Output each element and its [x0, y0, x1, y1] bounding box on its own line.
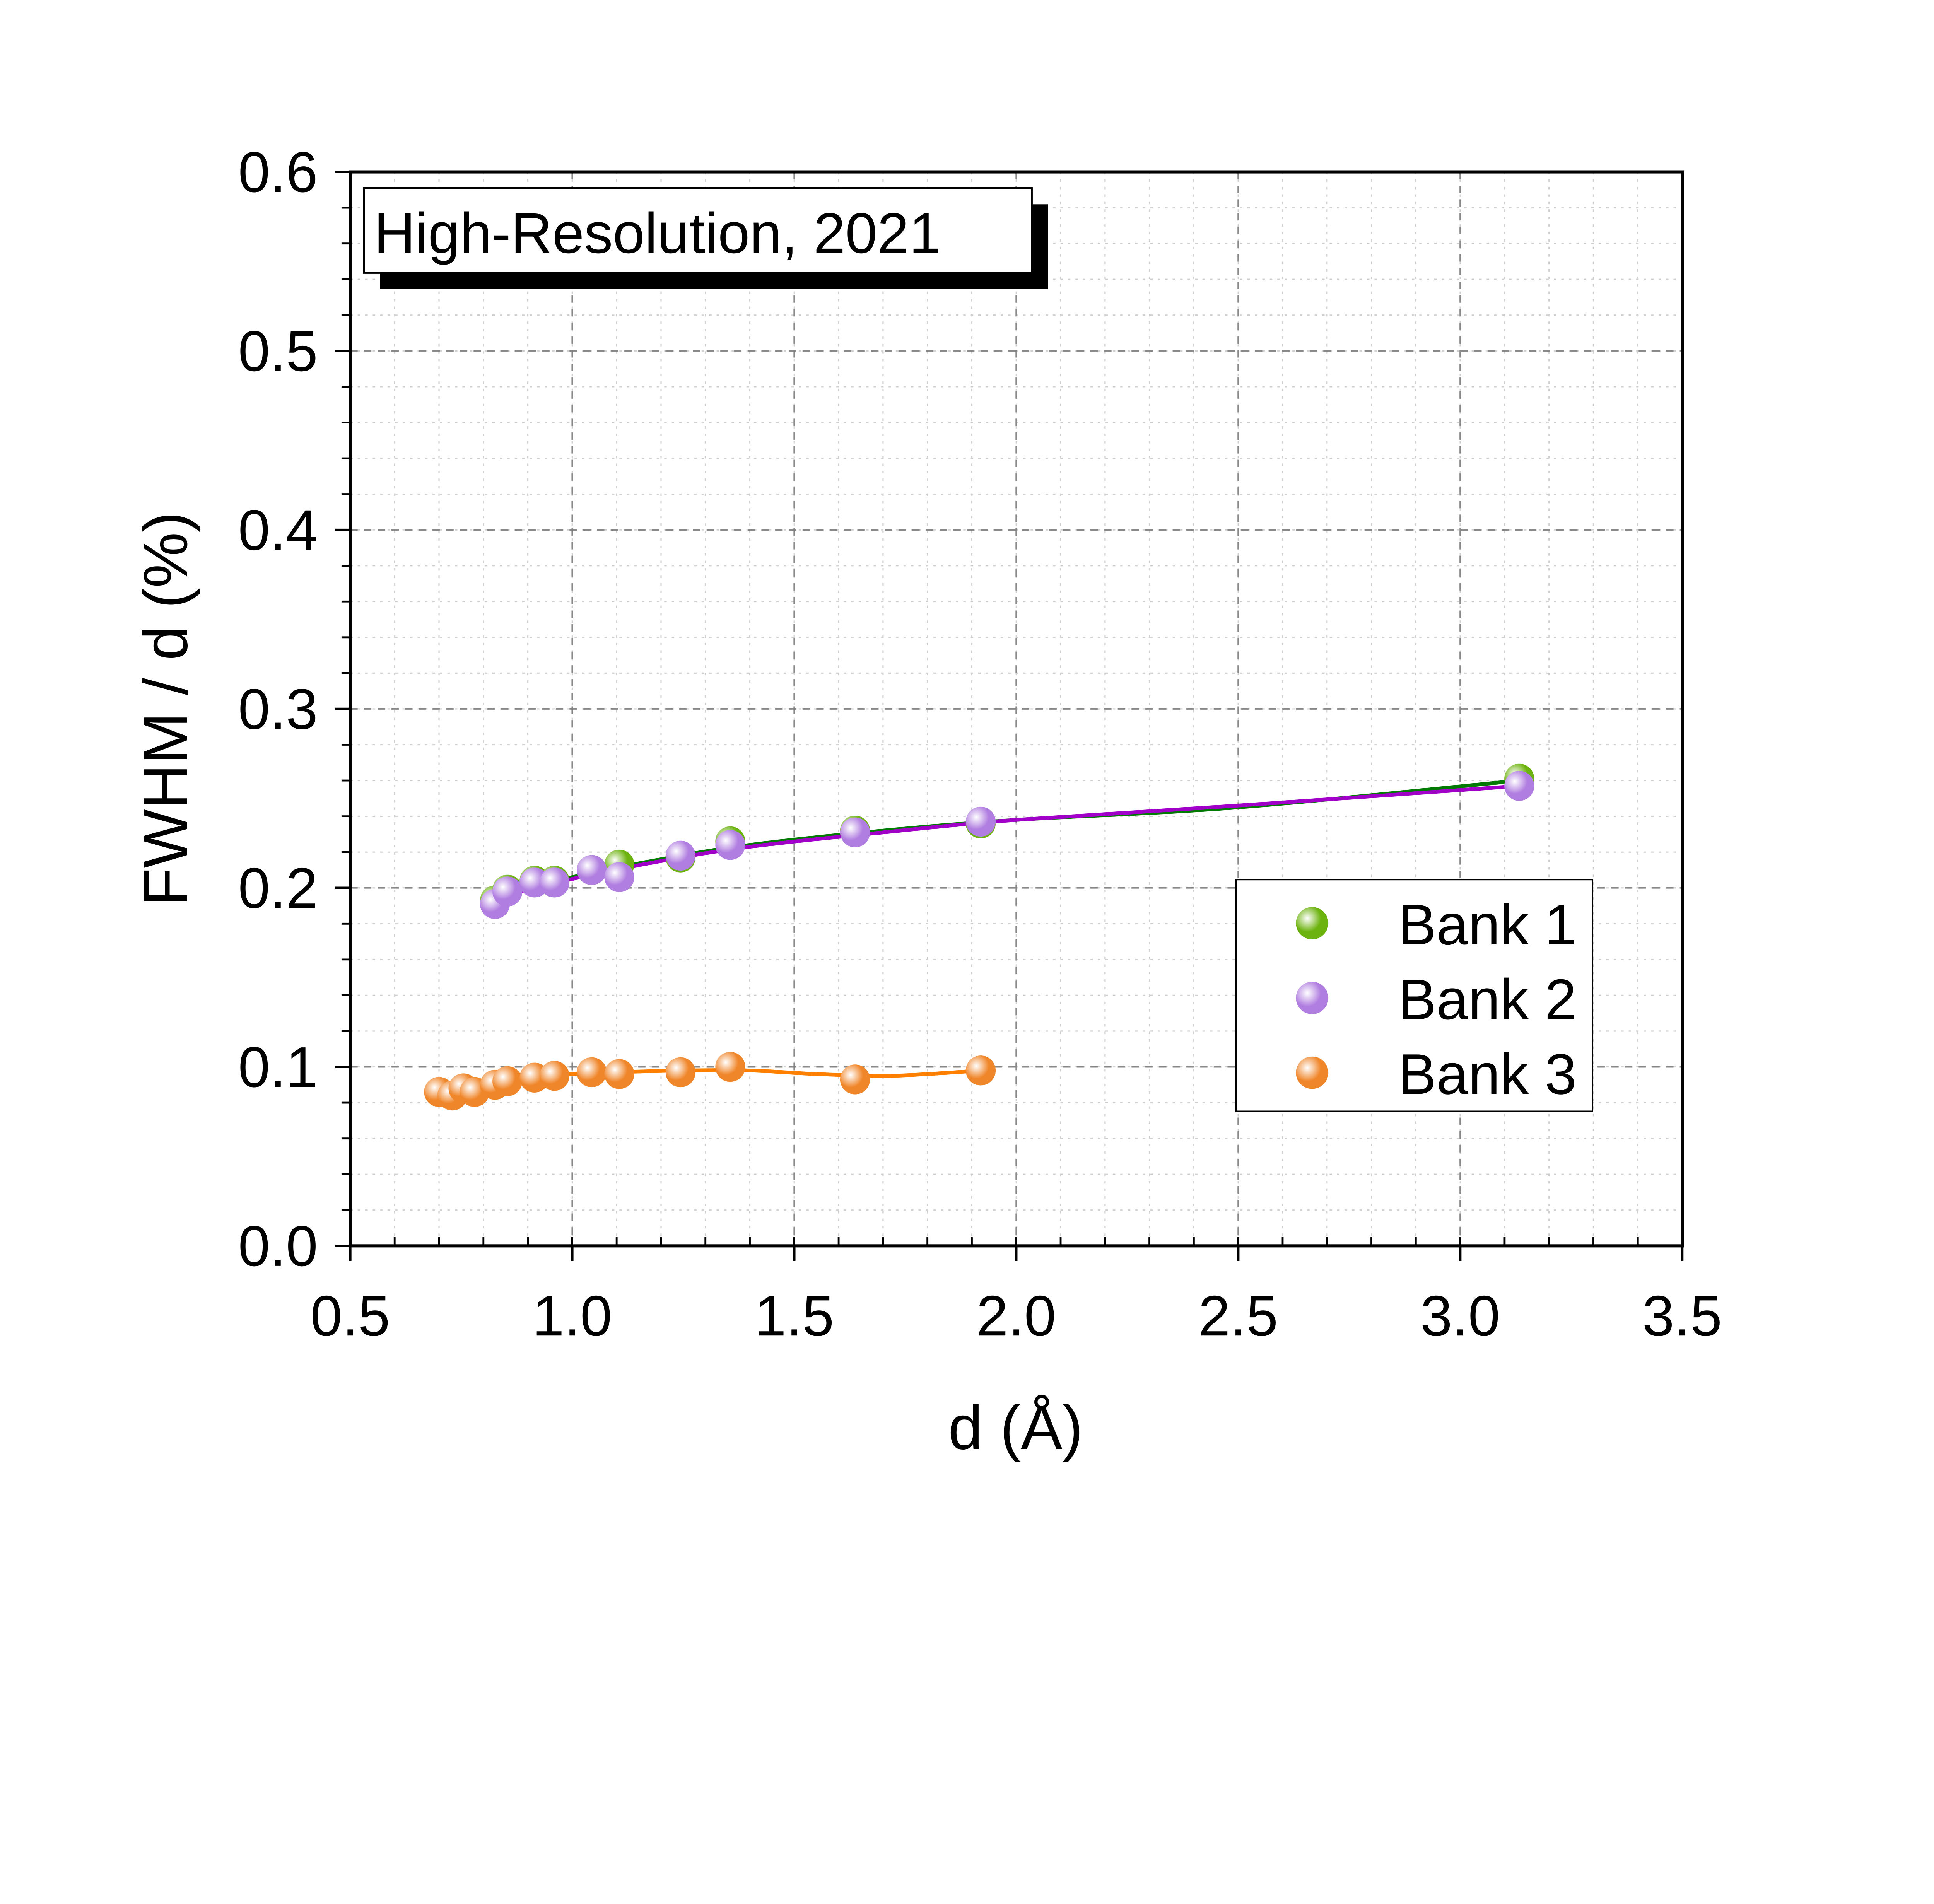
y-tick-label: 0.4: [238, 499, 318, 562]
marker-highlight: [539, 1061, 570, 1091]
marker-highlight: [539, 867, 570, 898]
marker-highlight: [492, 1066, 523, 1096]
legend-marker-highlight: [1296, 1056, 1329, 1089]
marker-highlight: [965, 806, 996, 837]
x-axis-label: d (Å): [948, 1393, 1083, 1462]
legend-label: Bank 1: [1398, 893, 1577, 957]
data-point-bank-2: [840, 817, 870, 847]
data-point-bank-3: [539, 1061, 570, 1091]
data-point-bank-3: [715, 1052, 745, 1082]
annotation-box: High-Resolution, 2021: [363, 187, 1048, 289]
data-point-bank-3: [965, 1055, 996, 1086]
legend-item-bank-3: Bank 3: [1296, 1042, 1577, 1106]
marker-highlight: [1504, 771, 1534, 801]
x-tick-label: 2.0: [976, 1284, 1056, 1348]
legend-item-bank-2: Bank 2: [1296, 968, 1577, 1031]
data-point-bank-2: [665, 840, 696, 871]
data-point-bank-2: [1504, 771, 1534, 801]
x-tick-label: 3.5: [1642, 1284, 1722, 1348]
marker-highlight: [577, 855, 607, 885]
legend-marker-highlight: [1296, 907, 1329, 939]
marker-highlight: [965, 1055, 996, 1086]
data-point-bank-2: [492, 876, 523, 907]
y-tick-label: 0.6: [238, 140, 318, 204]
y-tick-label: 0.5: [238, 319, 318, 383]
legend: Bank 1 Bank 2 Bank 3: [1235, 879, 1594, 1112]
data-point-bank-3: [840, 1064, 870, 1095]
x-tick-label: 0.5: [310, 1284, 390, 1348]
y-tick-label: 0.2: [238, 856, 318, 920]
data-point-bank-2: [965, 806, 996, 837]
x-tick-label: 2.5: [1198, 1284, 1278, 1348]
marker-highlight: [492, 876, 523, 907]
data-point-bank-2: [604, 862, 634, 892]
data-point-bank-2: [539, 867, 570, 898]
marker-highlight: [840, 1064, 870, 1095]
fwhm-chart: 0.5 1.0 1.5 2.0 2.5 3.0 3.5 0.0 0.1 0.2 0.3 0.4 0.5 0…: [131, 140, 1722, 1462]
data-point-bank-3: [577, 1057, 607, 1088]
marker-highlight: [665, 840, 696, 871]
y-axis-label: FWHM / d (%): [131, 512, 200, 906]
y-tick-label: 0.1: [238, 1035, 318, 1099]
y-tick-label: 0.3: [238, 677, 318, 741]
marker-highlight: [665, 1057, 696, 1088]
y-tick-label: 0.0: [238, 1214, 318, 1278]
data-point-bank-3: [604, 1059, 634, 1089]
data-points: [424, 763, 1534, 1111]
legend-item-bank-1: Bank 1: [1296, 893, 1577, 957]
legend-marker-highlight: [1296, 982, 1329, 1014]
data-point-bank-3: [665, 1057, 696, 1088]
annotation-text: High-Resolution, 2021: [374, 201, 941, 265]
marker-highlight: [840, 817, 870, 847]
axis-ticks: 0.5 1.0 1.5 2.0 2.5 3.0 3.5 0.0 0.1 0.2 0.3 0.4 0.5 0…: [238, 140, 1722, 1348]
data-point-bank-3: [492, 1066, 523, 1096]
legend-label: Bank 2: [1398, 968, 1577, 1031]
data-point-bank-2: [577, 855, 607, 885]
marker-highlight: [604, 1059, 634, 1089]
legend-label: Bank 3: [1398, 1042, 1577, 1106]
marker-highlight: [715, 830, 745, 860]
x-tick-label: 3.0: [1420, 1284, 1500, 1348]
marker-highlight: [715, 1052, 745, 1082]
x-tick-label: 1.0: [532, 1284, 612, 1348]
data-point-bank-2: [715, 830, 745, 860]
x-tick-label: 1.5: [754, 1284, 834, 1348]
marker-highlight: [604, 862, 634, 892]
marker-highlight: [577, 1057, 607, 1088]
